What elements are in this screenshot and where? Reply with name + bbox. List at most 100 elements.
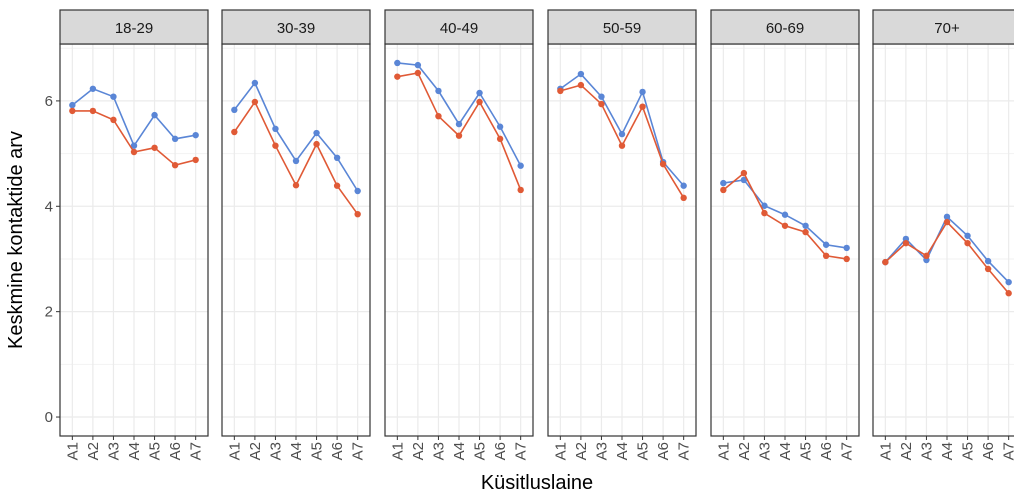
x-tick-label: A2	[573, 442, 590, 460]
data-point	[272, 142, 279, 149]
data-point	[171, 135, 179, 143]
x-tick-label: A1	[226, 442, 243, 460]
data-point	[496, 123, 504, 130]
facet-title: 50-59	[603, 20, 641, 37]
x-tick-label: A7	[513, 442, 530, 460]
x-tick-label: A6	[167, 442, 184, 460]
data-point	[740, 169, 748, 177]
data-point	[639, 103, 646, 110]
facet-strip	[710, 9, 860, 45]
data-point	[151, 144, 158, 151]
data-point	[720, 186, 727, 194]
data-point	[802, 228, 809, 236]
x-tick-label: A5	[309, 442, 326, 460]
x-tick-label: A4	[288, 442, 305, 460]
y-tick-label: 0	[45, 409, 53, 426]
data-point	[1005, 290, 1012, 297]
data-point	[822, 241, 830, 248]
data-point	[354, 187, 361, 195]
x-tick-label: A6	[329, 442, 346, 460]
data-point	[517, 186, 524, 194]
data-point	[130, 148, 138, 156]
data-point	[943, 218, 951, 226]
x-tick-label: A2	[247, 442, 264, 460]
data-point	[414, 69, 422, 77]
data-point	[577, 81, 585, 89]
data-point	[923, 252, 930, 260]
data-point	[151, 111, 158, 119]
x-tick-label: A6	[492, 442, 509, 460]
facet-title: 70+	[934, 20, 960, 37]
facet-title: 30-39	[277, 20, 315, 37]
data-point	[761, 209, 768, 217]
data-point	[354, 210, 361, 218]
x-tick-label: A3	[430, 442, 447, 460]
data-point	[496, 135, 504, 143]
facet-title: 18-29	[115, 20, 153, 37]
x-tick-label: A7	[1001, 442, 1014, 460]
facet-title: 60-69	[766, 20, 804, 37]
data-point	[292, 182, 300, 189]
data-point	[618, 130, 626, 138]
x-tick-label: A5	[472, 442, 489, 460]
x-tick-label: A2	[898, 442, 915, 460]
data-point	[251, 98, 259, 106]
data-point	[802, 222, 809, 229]
data-point	[984, 265, 992, 273]
y-tick-label: 4	[45, 198, 53, 215]
x-tick-label: A5	[798, 442, 815, 460]
x-tick-label: A6	[655, 442, 672, 460]
data-point	[517, 162, 524, 169]
x-tick-label: A7	[839, 442, 856, 460]
data-point	[272, 125, 279, 133]
x-tick-label: A1	[389, 442, 406, 460]
y-axis-title: Keskmine kontaktide arv	[5, 131, 27, 349]
data-point	[171, 161, 179, 169]
x-tick-label: A5	[635, 442, 652, 460]
data-point	[313, 140, 320, 148]
x-tick-label: A1	[877, 442, 894, 460]
data-point	[476, 89, 483, 97]
data-point	[476, 98, 483, 106]
x-tick-label: A4	[614, 442, 631, 460]
data-point	[639, 88, 646, 96]
x-tick-label: A7	[350, 442, 367, 460]
data-point	[680, 194, 687, 202]
x-tick-label: A1	[552, 442, 569, 460]
facet-title: 40-49	[440, 20, 478, 37]
data-point	[69, 107, 76, 115]
x-tick-label: A7	[676, 442, 693, 460]
panel-background	[873, 44, 1014, 436]
data-point	[680, 182, 687, 189]
data-point	[843, 244, 850, 252]
data-point	[781, 222, 789, 229]
data-point	[89, 85, 97, 92]
data-point	[455, 120, 463, 128]
facet-strip	[872, 9, 1014, 45]
x-tick-label: A3	[918, 442, 935, 460]
data-point	[231, 106, 238, 114]
data-point	[781, 211, 789, 218]
data-point	[659, 160, 667, 168]
data-point	[231, 128, 238, 136]
data-point	[761, 202, 768, 209]
data-point	[192, 156, 199, 164]
data-point	[69, 101, 76, 109]
data-point	[598, 100, 605, 108]
x-tick-label: A4	[451, 442, 468, 460]
x-tick-label: A3	[756, 442, 773, 460]
data-point	[1005, 278, 1012, 286]
facet-strip	[547, 9, 697, 45]
y-tick-label: 2	[45, 304, 53, 321]
data-point	[394, 73, 401, 80]
facet-strip	[221, 9, 371, 45]
data-point	[577, 70, 585, 78]
data-point	[89, 107, 97, 115]
x-tick-label: A1	[64, 442, 81, 460]
data-point	[192, 131, 199, 139]
x-tick-label: A1	[715, 442, 732, 460]
data-point	[984, 257, 992, 265]
x-tick-label: A3	[105, 442, 122, 460]
x-tick-label: A2	[736, 442, 753, 460]
data-point	[964, 239, 971, 247]
